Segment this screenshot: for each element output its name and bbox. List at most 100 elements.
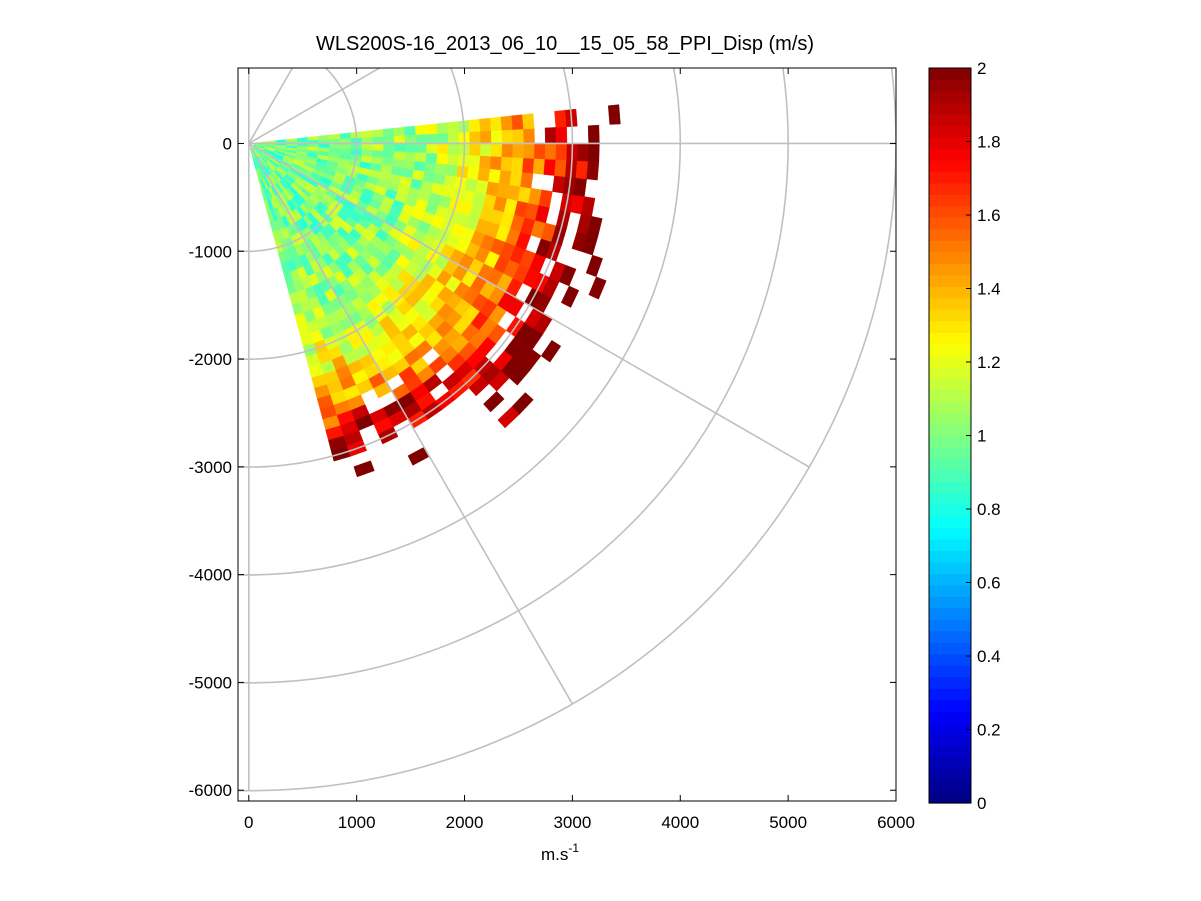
scan-cell: [501, 129, 514, 144]
scan-cell: [436, 153, 449, 165]
scan-cell: [479, 155, 492, 170]
scan-cell: [501, 143, 514, 158]
scan-cell: [413, 160, 427, 172]
colorbar-band: [929, 619, 971, 632]
scan-cell: [500, 156, 513, 172]
colorbar-band: [929, 642, 971, 655]
scan-cell: [466, 166, 480, 180]
scan-cell: [328, 147, 341, 154]
y-axis-ticks: 0 -1000 -2000 -3000 -4000 -5000 -6000: [189, 134, 896, 800]
colorbar-band: [929, 274, 971, 287]
colorbar-band: [929, 389, 971, 402]
colorbar-band: [929, 688, 971, 701]
scan-cell: [447, 153, 460, 166]
scan-cell: [447, 132, 460, 144]
colorbar-band: [929, 320, 971, 333]
colorbar-tick-label: 1.6: [977, 206, 1001, 225]
scan-cell: [383, 143, 395, 152]
scan-cell: [558, 264, 577, 287]
scan-cell: [500, 115, 513, 131]
scan-cell: [522, 113, 535, 130]
colorbar-band: [929, 780, 971, 793]
scan-cell: [585, 254, 603, 278]
scan-cell: [437, 132, 449, 144]
scan-cell: [371, 129, 384, 138]
x-tick-label: 0: [244, 813, 253, 832]
scan-cell: [393, 150, 406, 161]
colorbar-band: [929, 584, 971, 597]
colorbar-band: [929, 734, 971, 747]
scan-cell: [489, 155, 503, 171]
scan-cell: [372, 143, 384, 151]
scan-cell: [580, 196, 596, 217]
scan-cell: [522, 157, 535, 174]
scan-cell: [425, 152, 438, 164]
scan-cell: [469, 131, 481, 144]
colorbar-band: [929, 194, 971, 207]
colorbar-band: [929, 125, 971, 138]
grid-spoke: [248, 68, 382, 145]
colorbar-band: [929, 527, 971, 540]
scan-cell: [480, 143, 492, 157]
scan-cell: [509, 170, 523, 187]
colorbar-band: [929, 68, 971, 81]
colorbar-band: [929, 435, 971, 448]
colorbar-band: [929, 228, 971, 241]
colorbar-band: [929, 492, 971, 506]
colorbar-band: [929, 630, 971, 643]
scan-cell: [339, 132, 352, 139]
scan-cell: [392, 158, 405, 169]
scan-cell: [523, 143, 535, 159]
colorbar-band: [929, 136, 971, 149]
scan-cell: [469, 143, 481, 156]
scan-cell: [512, 128, 525, 144]
scan-cell: [340, 143, 352, 150]
plot-area: [237, 67, 897, 802]
colorbar-tick-label: 1.2: [977, 353, 1001, 372]
scan-cell: [426, 133, 438, 144]
scan-cell: [483, 391, 505, 413]
scan-cell: [426, 143, 438, 154]
colorbar-band: [929, 171, 971, 184]
scan-cell: [587, 143, 600, 163]
scan-cell: [371, 156, 384, 165]
colorbar-band: [929, 676, 971, 689]
scan-cell: [468, 154, 481, 168]
colorbar-band: [929, 458, 971, 471]
x-axis-label: m.s-1: [541, 841, 579, 864]
colorbar-band: [929, 286, 971, 299]
scan-cell: [404, 125, 417, 136]
colorbar-tick-label: 1.8: [977, 133, 1001, 152]
scan-cell: [511, 114, 524, 130]
scan-cell: [560, 285, 580, 308]
scan-cell: [447, 121, 460, 134]
scan-cell: [434, 162, 448, 175]
x-tick-label: 6000: [877, 813, 915, 832]
x-tick-label: 5000: [769, 813, 807, 832]
colorbar-band: [929, 332, 971, 345]
colorbar-band: [929, 366, 971, 379]
polar-grid: [238, 68, 896, 792]
scan-cell: [511, 392, 534, 415]
colorbar-band: [929, 768, 971, 781]
scan-cell: [436, 122, 449, 134]
scan-cell: [488, 168, 502, 184]
colorbar-band: [929, 309, 971, 322]
colorbar-tick-label: 1: [977, 427, 986, 446]
colorbar-band: [929, 355, 971, 368]
colorbar-band: [929, 504, 971, 517]
scan-cell: [555, 126, 568, 144]
scan-cell: [403, 159, 416, 170]
scan-cell: [361, 143, 374, 151]
scan-cell: [371, 149, 384, 158]
scan-cell: [544, 127, 557, 144]
scan-cell: [479, 117, 492, 132]
scan-cell: [414, 151, 427, 163]
colorbar-band: [929, 182, 971, 195]
scan-cell: [445, 164, 459, 177]
x-axis-label-base: m.s: [541, 845, 568, 864]
scan-cell: [480, 130, 492, 144]
scan-cell: [425, 123, 438, 135]
chart-title: WLS200S-16_2013_06_10__15_05_58_PPI_Disp…: [316, 33, 814, 55]
